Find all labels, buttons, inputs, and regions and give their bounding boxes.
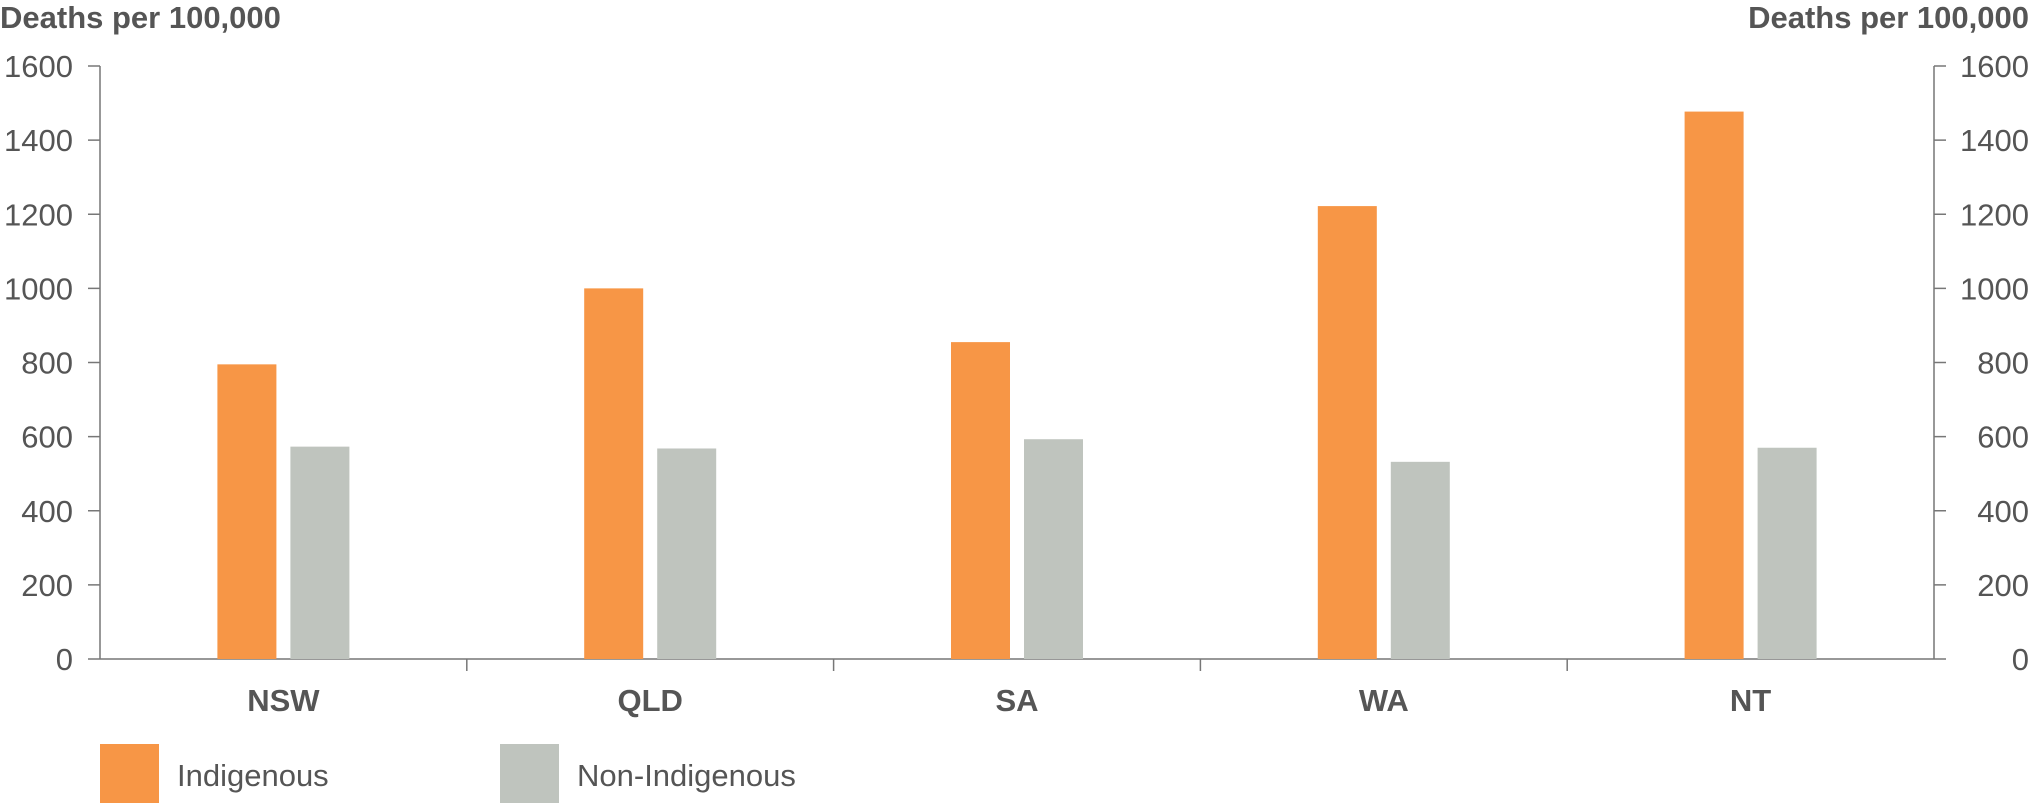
left-tick-label: 600 xyxy=(21,420,73,455)
bars-layer xyxy=(217,111,1817,671)
right-tick-label: 600 xyxy=(1977,420,2029,455)
bar-indigenous-wa xyxy=(1317,206,1377,659)
left-tick-label: 1400 xyxy=(4,123,73,158)
left-tick-label: 1200 xyxy=(4,197,73,232)
right-axis-label: Deaths per 100,000 xyxy=(1748,0,2029,35)
bar-indigenous-nsw xyxy=(217,364,277,659)
category-label: NSW xyxy=(247,683,320,718)
right-tick-label: 800 xyxy=(1977,346,2029,381)
bar-non-indigenous-sa xyxy=(1024,439,1083,659)
left-tick-label: 1600 xyxy=(4,49,73,84)
right-tick-label: 1600 xyxy=(1960,49,2029,84)
left-tick-label: 800 xyxy=(21,346,73,381)
category-label: QLD xyxy=(617,683,682,718)
bar-indigenous-nt xyxy=(1684,111,1744,660)
legend-label-non-indigenous: Non-Indigenous xyxy=(577,758,796,793)
category-labels-layer: NSW QLD SA WA NT xyxy=(247,683,1771,718)
bar-non-indigenous-nt xyxy=(1757,447,1817,659)
right-tick-label: 400 xyxy=(1977,494,2029,529)
category-label: SA xyxy=(995,683,1038,718)
left-tick-label: 200 xyxy=(21,568,73,603)
right-tick-label: 1200 xyxy=(1960,197,2029,232)
left-tick-label: 1000 xyxy=(4,271,73,306)
bar-non-indigenous-wa xyxy=(1390,461,1450,659)
left-tick-label: 0 xyxy=(56,642,73,677)
legend: Indigenous Non-Indigenous xyxy=(100,744,796,803)
bar-indigenous-sa xyxy=(951,342,1010,659)
right-tick-label: 0 xyxy=(2012,642,2029,677)
right-tick-label: 1000 xyxy=(1960,271,2029,306)
legend-label-indigenous: Indigenous xyxy=(177,758,329,793)
right-tick-label: 200 xyxy=(1977,568,2029,603)
right-tick-label: 1400 xyxy=(1960,123,2029,158)
y-ticks-layer: 0 0 200 200 400 400 600 600 800 800 1000 1000 1200 12… xyxy=(4,49,2029,677)
bar-non-indigenous-qld xyxy=(657,448,717,659)
bar-non-indigenous-nsw xyxy=(290,446,350,659)
bar-indigenous-qld xyxy=(584,288,644,659)
left-tick-label: 400 xyxy=(21,494,73,529)
category-label: NT xyxy=(1730,683,1771,718)
category-label: WA xyxy=(1359,683,1409,718)
legend-swatch-indigenous xyxy=(100,744,159,803)
legend-swatch-non-indigenous xyxy=(500,744,559,803)
left-axis-label: Deaths per 100,000 xyxy=(0,0,281,35)
